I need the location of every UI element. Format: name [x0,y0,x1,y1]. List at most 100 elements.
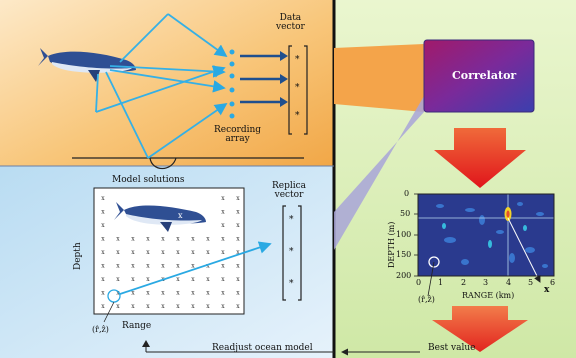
grid-mark: x [146,236,150,243]
plot-xtick: 5 [528,278,534,287]
replica-ray [119,241,272,295]
correlator-box [423,39,535,113]
grid-mark: x [131,276,135,283]
grid-mark: x [191,276,195,283]
replica-vector-bracket [282,205,302,301]
grid-mark: x [101,249,105,256]
depth-axis-label: Depth [73,242,83,270]
grid-mark: x [101,303,105,310]
red-arrow-down [434,128,526,188]
grid-mark: x [236,249,240,256]
grid-mark: x [131,236,135,243]
grid-mark: x [131,263,135,270]
grid-mark: x [116,263,120,270]
model-whale-icon [114,202,206,232]
grid-mark: x [161,249,165,256]
grid-mark: x [236,290,240,297]
grid-mark: x [101,276,105,283]
plot-xtick: 0 [416,278,422,287]
grid-mark: x [101,263,105,270]
estimate-leader [103,301,115,323]
true-source-marker: x [544,285,550,295]
data-vector-element: * [295,111,300,121]
grid-mark: x [236,222,240,229]
model-solutions-label: Model solutions [112,175,185,185]
plot-xtick: 3 [483,278,489,287]
grid-mark: x [206,263,210,270]
grid-mark: x [176,263,180,270]
plot-ytick: 50 [400,209,411,218]
grid-mark: x [131,290,135,297]
grid-mark: x [206,303,210,310]
plot-estimate-label: (r̂,ẑ) [418,295,435,304]
grid-mark: x [116,276,120,283]
grid-mark: x [191,263,195,270]
grid-mark: x [206,290,210,297]
grid-mark: x [101,290,105,297]
correlator-label: Correlator [452,69,517,82]
top-panel-bg [0,0,334,166]
grid-mark: x [161,290,165,297]
estimate-label: (r̂,ẑ) [92,325,109,334]
grid-mark: x [161,263,165,270]
grid-mark: x [146,290,150,297]
best-value-arrow [432,306,528,352]
grid-mark: x [221,249,225,256]
grid-mark: x [221,209,225,216]
grid-mark: x [221,303,225,310]
grid-mark: x [221,236,225,243]
grid-mark: x [131,249,135,256]
grid-mark: x [236,209,240,216]
grid-mark: x [236,276,240,283]
grid-mark: x [176,276,180,283]
recording-array [229,49,235,119]
grid-mark: x [176,303,180,310]
grid-mark: x [161,303,165,310]
plot-xtick: 6 [550,278,556,287]
grid-mark: x [236,263,240,270]
grid-mark: x [146,263,150,270]
grid-mark: x [146,276,150,283]
grid-mark: x [116,303,120,310]
grid-mark: x [221,222,225,229]
ambiguity-surface-plot [417,193,555,283]
grid-mark: x [206,236,210,243]
grid-mark: x [221,195,225,202]
grid-mark: x [116,290,120,297]
plot-ytick: 100 [396,230,412,239]
best-value-label: Best value [428,343,476,353]
plot-xtick: 4 [506,278,512,287]
plot-ytick: 0 [404,189,410,198]
grid-mark: x [191,236,195,243]
grid-mark: x [101,209,105,216]
replica-vector-label: Replica vector [272,181,307,201]
sound-rays [95,13,228,159]
data-vector-bracket [288,45,308,135]
grid-mark: x [206,276,210,283]
data-vector-label: Data vector [276,13,305,33]
grid-mark: x [191,249,195,256]
whale-x-marker: x [178,211,183,220]
plot-ylabel: DEPTH (m) [387,221,396,268]
grid-mark: x [176,290,180,297]
grid-mark: x [236,303,240,310]
correlator-cone-bottom [334,96,424,250]
model-grid-marks: x x xx x xx x xx x x x x x x x x xx x x x x x x x x xx x x x x x x x x xx… [101,195,240,310]
readjust-label: Readjust ocean model [212,343,313,353]
grid-mark: x [146,249,150,256]
grid-mark: x [161,236,165,243]
array-to-vector-arrows [240,54,280,104]
grid-mark: x [221,263,225,270]
recording-array-label: Recording array [214,125,262,145]
replica-vector-element: * [289,279,294,289]
grid-mark: x [236,195,240,202]
grid-mark: x [116,249,120,256]
range-axis-label: Range [122,321,152,331]
grid-mark: x [191,303,195,310]
grid-mark: x [176,236,180,243]
plot-ytick: 200 [396,271,412,280]
plot-xtick: 2 [461,278,467,287]
grid-mark: x [101,222,105,229]
